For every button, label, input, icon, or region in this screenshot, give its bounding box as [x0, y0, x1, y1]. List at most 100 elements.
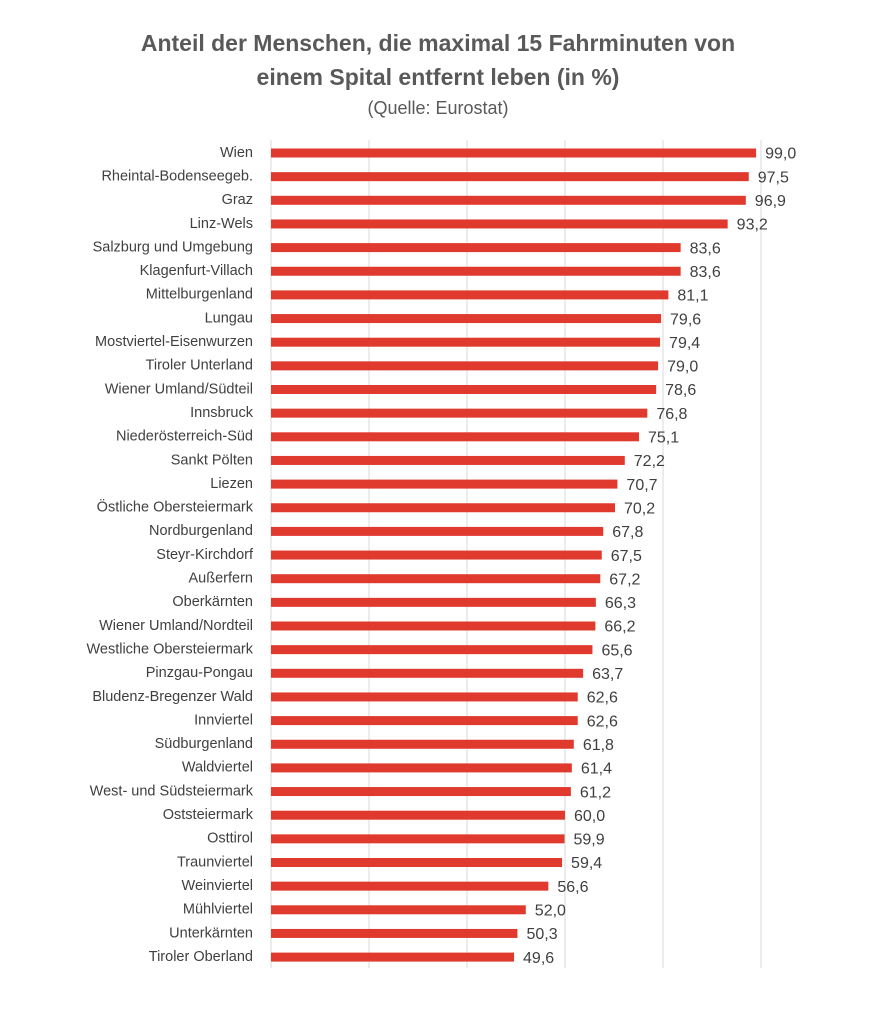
data-label: 97,5 — [758, 169, 789, 186]
bar — [271, 739, 574, 749]
data-label: 83,6 — [690, 264, 721, 281]
category-label: Klagenfurt-Villach — [140, 263, 253, 279]
data-label: 83,6 — [690, 240, 721, 257]
category-label: Pinzgau-Pongau — [146, 665, 253, 681]
bar — [271, 219, 728, 229]
bar — [271, 266, 681, 276]
bar — [271, 716, 578, 726]
data-label: 70,7 — [626, 477, 657, 494]
bar — [271, 858, 563, 867]
category-label: Graz — [222, 192, 253, 208]
data-label: 67,8 — [612, 524, 643, 541]
data-label: 78,6 — [665, 382, 696, 399]
category-label: Oststeiermark — [163, 807, 254, 823]
chart-title-block: Anteil der Menschen, die maximal 15 Fahr… — [0, 26, 876, 122]
data-label: 61,4 — [581, 761, 612, 778]
data-label: 66,3 — [605, 595, 636, 612]
data-label: 62,6 — [587, 713, 618, 730]
category-label: Innsbruck — [190, 405, 254, 421]
value-labels: 99,0 97,5 96,9 93,2 83,6 83,6 81,1 79,6 79,4 79,0… — [523, 146, 796, 967]
category-label: Traunviertel — [177, 854, 253, 870]
bar — [271, 621, 596, 631]
category-label: Wiener Umland/Südteil — [105, 381, 253, 397]
category-label: Liezen — [210, 476, 253, 492]
bar — [271, 668, 584, 678]
bar — [271, 361, 659, 371]
category-label: Tiroler Oberland — [149, 949, 253, 965]
bar — [271, 243, 681, 253]
category-label: Nordburgenland — [149, 523, 253, 539]
category-label: Sankt Pölten — [171, 452, 253, 468]
category-label: Rheintal-Bodenseegeb. — [101, 168, 253, 184]
bars — [271, 148, 757, 962]
data-label: 96,9 — [755, 193, 786, 210]
data-label: 61,2 — [580, 784, 611, 801]
category-label: Oberkärnten — [172, 594, 253, 610]
category-label: Linz-Wels — [190, 216, 253, 232]
data-label: 70,2 — [624, 500, 655, 517]
category-label: Weinviertel — [182, 878, 253, 894]
category-label: Waldviertel — [182, 760, 253, 776]
bar — [271, 148, 757, 158]
category-label: Mostviertel-Eisenwurzen — [95, 334, 253, 350]
bar — [271, 692, 578, 702]
bar — [271, 574, 601, 584]
data-label: 61,8 — [583, 737, 614, 754]
category-label: Mittelburgenland — [146, 287, 253, 303]
data-label: 72,2 — [634, 453, 665, 470]
bar — [271, 905, 526, 915]
data-label: 79,0 — [667, 359, 698, 376]
data-label: 76,8 — [656, 406, 687, 423]
data-label: 67,2 — [609, 571, 640, 588]
data-label: 59,9 — [574, 832, 605, 849]
category-label: West- und Südsteiermark — [90, 783, 254, 799]
data-label: 67,5 — [611, 548, 642, 565]
data-label: 52,0 — [535, 903, 566, 920]
bar — [271, 645, 593, 655]
bar — [271, 787, 571, 797]
bar — [271, 810, 565, 820]
chart-subtitle: (Quelle: Eurostat) — [367, 98, 509, 118]
data-label: 60,0 — [574, 808, 605, 825]
category-label: Wiener Umland/Nordteil — [99, 618, 253, 634]
data-label: 49,6 — [523, 950, 554, 967]
category-label: Lungau — [205, 310, 253, 326]
category-label: Bludenz-Bregenzer Wald — [92, 689, 253, 705]
category-label: Unterkärnten — [169, 925, 253, 941]
bar — [271, 337, 661, 347]
category-label: Östliche Obersteiermark — [97, 498, 254, 516]
bar — [271, 526, 604, 536]
bar — [271, 928, 518, 938]
bar — [271, 881, 549, 891]
data-label: 63,7 — [592, 666, 623, 683]
data-label: 62,6 — [587, 690, 618, 707]
category-label: Mühlviertel — [183, 902, 253, 918]
data-label: 59,4 — [571, 855, 602, 872]
bar — [271, 952, 515, 962]
bar — [271, 432, 639, 442]
bar — [271, 763, 572, 773]
data-label: 56,6 — [557, 879, 588, 896]
bar — [271, 172, 749, 182]
bar — [271, 195, 746, 205]
data-label: 65,6 — [601, 642, 632, 659]
data-label: 50,3 — [526, 926, 557, 943]
category-label: Salzburg und Umgebung — [93, 239, 253, 255]
category-label: Innviertel — [194, 712, 253, 728]
bar — [271, 290, 669, 300]
bar — [271, 408, 648, 418]
category-labels: Wien Rheintal-Bodenseegeb. Graz Linz-Wels Sa… — [86, 145, 253, 965]
data-label: 93,2 — [737, 217, 768, 234]
category-label: Tiroler Unterland — [146, 358, 253, 374]
chart-title-line-2: einem Spital entfernt leben (in %) — [256, 64, 620, 90]
data-label: 79,6 — [670, 311, 701, 328]
bar — [271, 479, 618, 489]
bar — [271, 550, 602, 560]
bar — [271, 834, 565, 844]
data-label: 75,1 — [648, 430, 679, 447]
category-label: Osttirol — [207, 831, 253, 847]
bar — [271, 314, 662, 324]
category-label: Südburgenland — [155, 736, 253, 752]
bar — [271, 385, 657, 394]
